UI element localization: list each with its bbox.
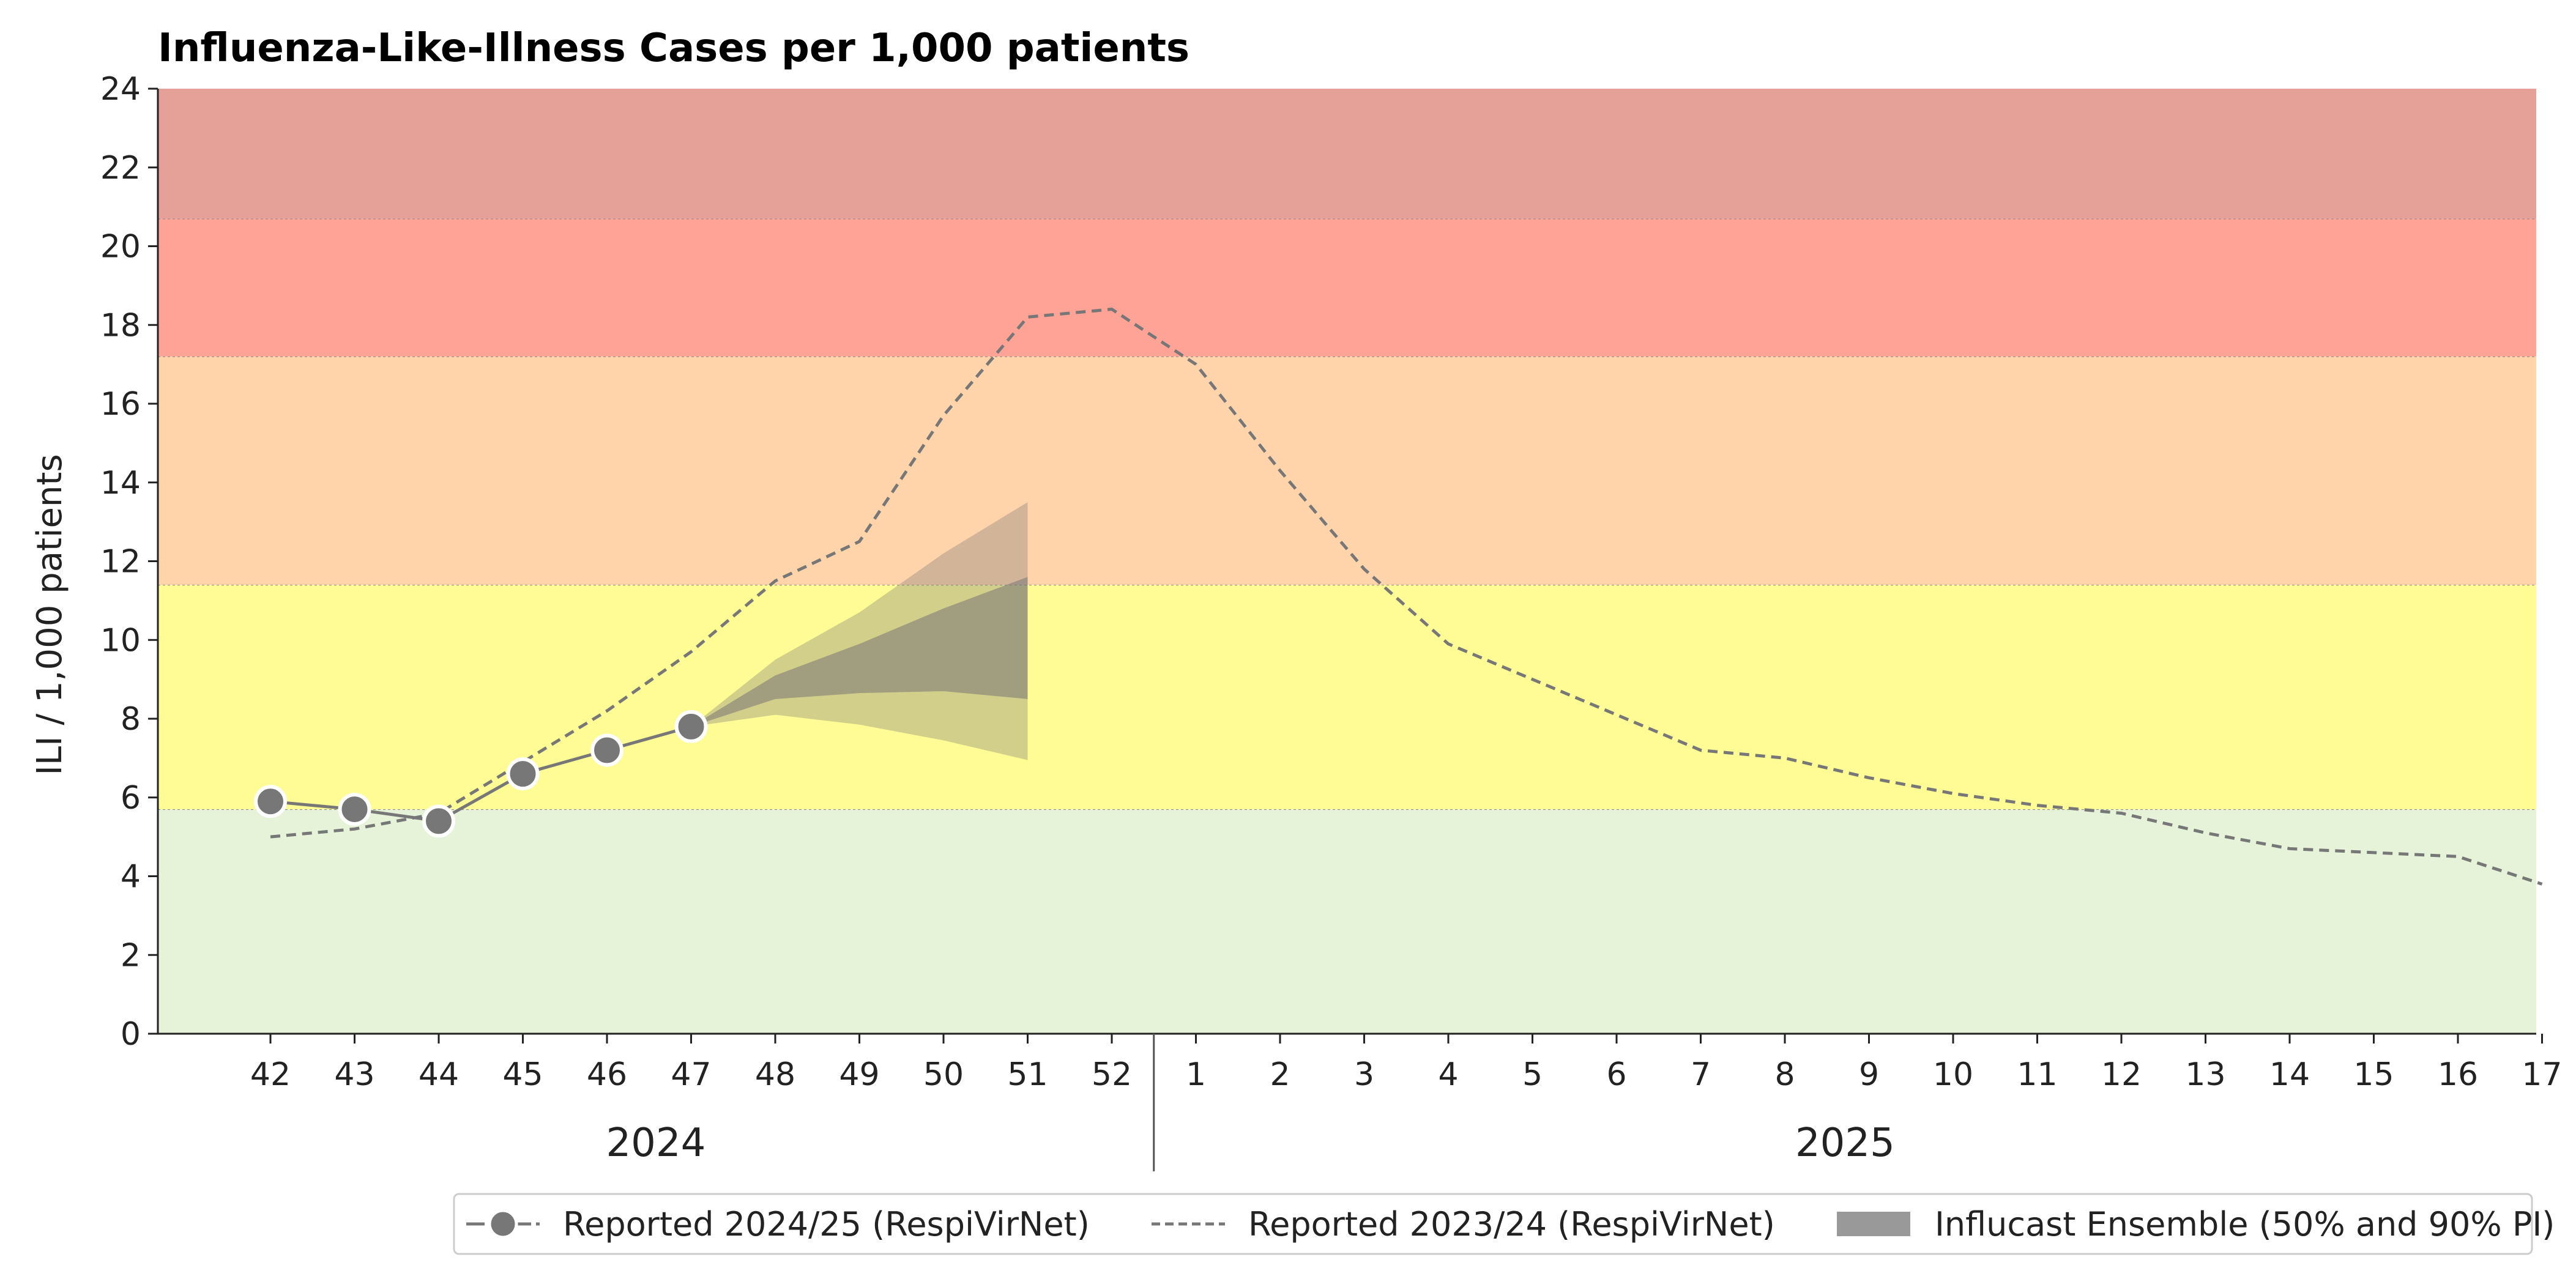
y-tick-label: 14 bbox=[100, 465, 141, 502]
threshold-band-1 bbox=[158, 585, 2536, 810]
series-markers bbox=[254, 710, 708, 838]
threshold-band-2 bbox=[158, 356, 2536, 585]
legend-swatch-marker bbox=[488, 1209, 518, 1239]
y-tick-label: 16 bbox=[100, 386, 141, 423]
y-tick-label: 0 bbox=[121, 1016, 141, 1053]
x-tick-label: 13 bbox=[2185, 1056, 2225, 1093]
legend-label: Influcast Ensemble (50% and 90% PI) bbox=[1935, 1205, 2555, 1244]
threshold-band-4 bbox=[158, 89, 2536, 219]
y-tick-label: 22 bbox=[100, 150, 141, 187]
threshold-band-0 bbox=[158, 809, 2536, 1034]
x-tick-label: 43 bbox=[334, 1056, 374, 1093]
y-tick-label: 12 bbox=[100, 544, 141, 580]
y-tick-label: 4 bbox=[121, 859, 141, 895]
x-tick-label: 49 bbox=[839, 1056, 879, 1093]
x-tick-label: 6 bbox=[1606, 1056, 1626, 1093]
x-tick-label: 47 bbox=[671, 1056, 711, 1093]
data-point-marker bbox=[254, 785, 287, 818]
y-tick-label: 10 bbox=[100, 622, 141, 659]
y-tick-label: 8 bbox=[121, 701, 141, 738]
x-tick-label: 3 bbox=[1354, 1056, 1374, 1093]
x-tick-label: 9 bbox=[1859, 1056, 1879, 1093]
data-point-marker bbox=[422, 804, 455, 838]
x-tick-label: 51 bbox=[1007, 1056, 1048, 1093]
data-point-marker bbox=[674, 710, 708, 743]
x-tick-label: 1 bbox=[1186, 1056, 1206, 1093]
x-tick-label: 15 bbox=[2353, 1056, 2394, 1093]
x-tick-label: 42 bbox=[250, 1056, 291, 1093]
forecast-intervals bbox=[691, 502, 1028, 760]
x-tick-label: 7 bbox=[1691, 1056, 1711, 1093]
x-tick-label: 4 bbox=[1438, 1056, 1458, 1093]
y-tick-label: 24 bbox=[100, 71, 141, 108]
threshold-bands bbox=[158, 89, 2536, 1034]
x-tick-label: 44 bbox=[419, 1056, 459, 1093]
x-tick-label: 46 bbox=[587, 1056, 627, 1093]
x-tick-label: 11 bbox=[2017, 1056, 2057, 1093]
year-label: 2025 bbox=[1795, 1121, 1895, 1166]
legend-label: Reported 2023/24 (RespiVirNet) bbox=[1248, 1205, 1775, 1244]
x-tick-label: 45 bbox=[502, 1056, 543, 1093]
y-tick-label: 6 bbox=[121, 780, 141, 817]
threshold-band-3 bbox=[158, 218, 2536, 357]
data-point-marker bbox=[590, 733, 624, 767]
y-tick-label: 2 bbox=[121, 937, 141, 974]
year-label: 2024 bbox=[606, 1121, 705, 1166]
data-point-marker bbox=[506, 757, 540, 791]
x-tick-label: 50 bbox=[923, 1056, 964, 1093]
chart-title: Influenza-Like-Illness Cases per 1,000 p… bbox=[158, 26, 1189, 71]
x-tick-label: 12 bbox=[2101, 1056, 2142, 1093]
y-tick-label: 18 bbox=[100, 307, 141, 344]
forecast-50pi-band bbox=[691, 577, 1028, 727]
legend-label: Reported 2024/25 (RespiVirNet) bbox=[563, 1205, 1090, 1244]
series-line-1 bbox=[270, 307, 2543, 886]
x-tick-label: 10 bbox=[1933, 1056, 1973, 1093]
x-tick-label: 2 bbox=[1270, 1056, 1290, 1093]
legend-box bbox=[453, 1193, 2533, 1255]
y-axis-label: ILI / 1,000 patients bbox=[30, 454, 70, 775]
x-tick-label: 48 bbox=[755, 1056, 795, 1093]
x-tick-label: 8 bbox=[1774, 1056, 1795, 1093]
x-tick-label: 14 bbox=[2269, 1056, 2310, 1093]
legend-swatch-band bbox=[1837, 1212, 1910, 1236]
legend: Reported 2024/25 (RespiVirNet) Reported 2… bbox=[453, 1193, 2555, 1255]
data-point-marker bbox=[338, 793, 371, 826]
x-tick-label: 16 bbox=[2438, 1056, 2478, 1093]
x-tick-label: 17 bbox=[2522, 1056, 2562, 1093]
y-tick-label: 20 bbox=[100, 229, 141, 265]
x-tick-label: 5 bbox=[1522, 1056, 1543, 1093]
x-tick-label: 52 bbox=[1092, 1056, 1132, 1093]
